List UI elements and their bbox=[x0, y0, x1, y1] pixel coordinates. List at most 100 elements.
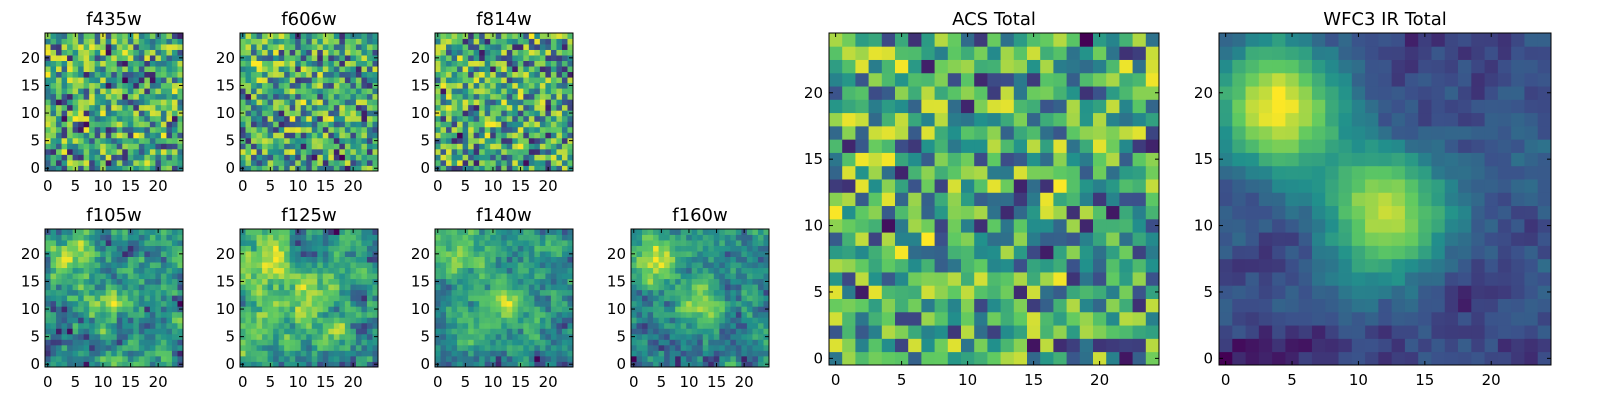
heatmap-cell bbox=[61, 328, 68, 335]
heatmap-cell bbox=[435, 295, 441, 302]
x-tick-label: 5 bbox=[461, 177, 471, 195]
heatmap-cell bbox=[138, 38, 145, 45]
heatmap-cell bbox=[855, 205, 869, 220]
heatmap-cell bbox=[484, 234, 491, 241]
heatmap-cell bbox=[344, 143, 351, 150]
heatmap-cell bbox=[333, 110, 340, 117]
heatmap-cell bbox=[284, 306, 291, 313]
heatmap-cell bbox=[636, 317, 643, 324]
heatmap-cell bbox=[322, 317, 329, 324]
heatmap-cell bbox=[763, 311, 770, 318]
heatmap-cell bbox=[451, 44, 458, 50]
heatmap-cell bbox=[155, 300, 162, 307]
heatmap-cell bbox=[523, 361, 530, 368]
heatmap-cell bbox=[561, 300, 568, 307]
heatmap-cell bbox=[89, 317, 96, 324]
heatmap-cell bbox=[713, 284, 720, 291]
heatmap-cell bbox=[333, 132, 340, 139]
heatmap-cell bbox=[1093, 311, 1107, 326]
heatmap-cell bbox=[868, 351, 883, 366]
heatmap-cell bbox=[50, 300, 57, 307]
heatmap-cell bbox=[284, 126, 291, 133]
heatmap-cell bbox=[350, 66, 357, 73]
heatmap-cell bbox=[512, 159, 519, 166]
heatmap-cell bbox=[160, 77, 167, 84]
heatmap-cell bbox=[561, 295, 568, 302]
heatmap-cell bbox=[328, 66, 335, 73]
heatmap-cell bbox=[686, 344, 693, 351]
heatmap-cell bbox=[177, 350, 184, 357]
heatmap-cell bbox=[78, 229, 85, 235]
heatmap-cell bbox=[251, 229, 257, 235]
heatmap-cell bbox=[171, 322, 178, 329]
heatmap-cell bbox=[45, 132, 51, 139]
heatmap-cell bbox=[440, 148, 447, 155]
heatmap-cell bbox=[921, 192, 935, 207]
heatmap-cell bbox=[344, 256, 351, 263]
heatmap-cell bbox=[61, 55, 68, 61]
heatmap-cell bbox=[545, 344, 552, 351]
heatmap-cell bbox=[56, 44, 62, 50]
heatmap-cell bbox=[523, 143, 530, 150]
heatmap-cell bbox=[550, 273, 557, 280]
heatmap-cell bbox=[350, 267, 357, 274]
heatmap-cell bbox=[457, 137, 463, 144]
heatmap-cell bbox=[122, 333, 129, 340]
heatmap-cell bbox=[344, 132, 351, 139]
heatmap-cell bbox=[122, 295, 129, 302]
heatmap-cell bbox=[256, 165, 263, 172]
heatmap-cell bbox=[100, 143, 107, 150]
heatmap-cell bbox=[322, 350, 329, 357]
heatmap-cell bbox=[333, 137, 340, 144]
heatmap-cell bbox=[752, 240, 759, 246]
heatmap-cell bbox=[67, 132, 73, 139]
heatmap-cell bbox=[127, 344, 134, 351]
heatmap-cell bbox=[473, 77, 480, 84]
heatmap-cell bbox=[56, 355, 62, 362]
heatmap-cell bbox=[730, 251, 737, 257]
heatmap-cell bbox=[752, 328, 759, 335]
heatmap-cell bbox=[366, 306, 373, 313]
heatmap-cell bbox=[539, 256, 546, 263]
heatmap-cell bbox=[361, 245, 368, 252]
heatmap-cell bbox=[245, 93, 252, 100]
heatmap-cell bbox=[528, 361, 535, 368]
heatmap-cell bbox=[697, 339, 704, 346]
heatmap-cell bbox=[295, 104, 302, 111]
heatmap-cell bbox=[528, 55, 535, 61]
heatmap-cell bbox=[166, 132, 173, 139]
heatmap-cell bbox=[642, 333, 648, 340]
heatmap-cell bbox=[339, 245, 346, 252]
heatmap-cell bbox=[256, 328, 263, 335]
heatmap-cell bbox=[974, 245, 988, 260]
heatmap-cell bbox=[842, 165, 856, 180]
heatmap-cell bbox=[245, 165, 252, 172]
heatmap-cell bbox=[484, 44, 491, 50]
heatmap-cell bbox=[317, 306, 324, 313]
heatmap-cell bbox=[100, 306, 107, 313]
heatmap-cell bbox=[350, 355, 357, 362]
heatmap-cell bbox=[528, 267, 535, 274]
heatmap-cell bbox=[300, 137, 307, 144]
heatmap-cell bbox=[658, 234, 665, 241]
heatmap-cell bbox=[322, 256, 329, 263]
heatmap-cell bbox=[344, 306, 351, 313]
heatmap-cell bbox=[361, 273, 368, 280]
heatmap-cell bbox=[350, 55, 357, 61]
heatmap-cell bbox=[144, 38, 151, 45]
heatmap-cell bbox=[89, 148, 96, 155]
heatmap-cell bbox=[166, 71, 173, 78]
heatmap-cell bbox=[642, 322, 648, 329]
heatmap-cell bbox=[166, 339, 173, 346]
heatmap-cell bbox=[921, 298, 935, 313]
heatmap-cell bbox=[83, 66, 90, 73]
heatmap-cell bbox=[735, 295, 742, 302]
heatmap-cell bbox=[116, 322, 123, 329]
heatmap-cell bbox=[961, 258, 975, 273]
heatmap-cell bbox=[306, 311, 313, 318]
heatmap-cell bbox=[89, 256, 96, 263]
heatmap-cell bbox=[719, 245, 726, 252]
heatmap-cell bbox=[484, 77, 491, 84]
heatmap-cell bbox=[366, 295, 373, 302]
y-tick-label: 10 bbox=[216, 104, 235, 122]
